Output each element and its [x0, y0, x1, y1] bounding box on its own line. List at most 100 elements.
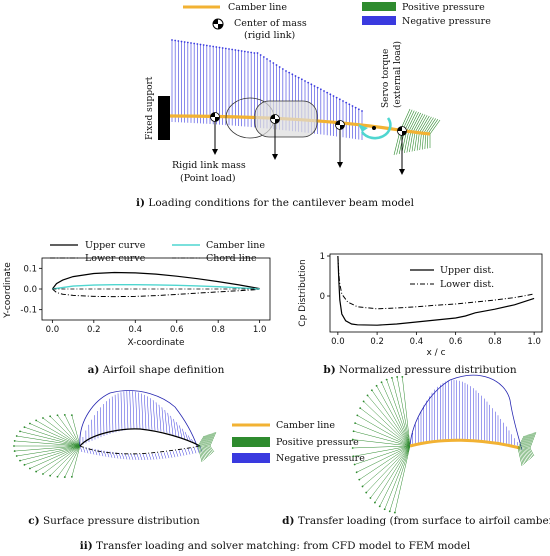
- c-neg-vector: [109, 398, 111, 434]
- c-pos-vector: [57, 445, 81, 477]
- c-pos-right-vector-up: [197, 435, 205, 447]
- d-pos-tip: [353, 463, 356, 466]
- legend-upper-curve-label: Upper curve: [85, 240, 146, 251]
- pos-vector-bottom: [411, 132, 416, 152]
- c-neg-vector-lower: [145, 453, 149, 460]
- c-pos-tip: [23, 426, 26, 429]
- pos-vector-bottom: [416, 132, 420, 151]
- panel-a-ticks: 0.0 0.2 0.4 0.6 0.8 1.0 -0.1 0.0 0.1: [20, 264, 266, 335]
- c-neg-vector: [117, 393, 120, 432]
- x-tick-label: 0.2: [370, 337, 384, 347]
- d-pos-tip: [351, 447, 354, 449]
- c-pos-tip: [63, 476, 66, 478]
- panel-d-positive-fan: [351, 375, 411, 514]
- legend-camber-line-label: Camber line: [206, 240, 265, 251]
- d-pos-vector: [370, 445, 411, 499]
- c-neg-vector-lower: [136, 453, 140, 461]
- pos-vector-top: [425, 118, 436, 134]
- d-pos-tip: [362, 400, 365, 403]
- panel-b-plot-frame: [329, 253, 543, 333]
- d-pos-tip: [359, 407, 362, 410]
- y-tick-label: 1: [320, 252, 325, 262]
- c-neg-vector-lower: [166, 452, 170, 459]
- top-legend: Camber line Positive pressure Center of …: [183, 2, 491, 41]
- neg-vector-tip: [259, 54, 262, 56]
- d-pos-vector: [389, 445, 411, 512]
- neg-vector-tip: [240, 50, 243, 52]
- neg-vector-tip: [237, 49, 240, 52]
- d-pos-right-vector-up: [528, 432, 536, 449]
- neg-vector-tip: [313, 85, 316, 87]
- d-pos-vector: [353, 430, 411, 447]
- x-tick-label: 1.0: [527, 337, 541, 347]
- c-pos-right-vector-up: [198, 435, 206, 447]
- d-pos-vector: [367, 395, 411, 447]
- pos-vector-bottom: [406, 132, 412, 153]
- c-neg-vector: [138, 392, 141, 430]
- c-pos-vector: [24, 445, 81, 466]
- pos-vector-bottom: [393, 130, 401, 156]
- c-pos-tip: [29, 467, 31, 470]
- d-pos-vector: [363, 401, 411, 447]
- legend-lower-curve-label: Lower curve: [85, 253, 146, 264]
- neg-vector-tip: [183, 41, 186, 43]
- d-pos-right-vector: [517, 447, 523, 467]
- panel-c-positive-fan-left: [13, 414, 81, 478]
- d-pos-tip: [355, 471, 358, 474]
- servo-torque-arrowhead: [358, 124, 368, 132]
- caption-d: d) Transfer loading (from surface to air…: [282, 515, 550, 527]
- c-neg-vector-lower: [160, 452, 164, 459]
- series-line: [337, 255, 535, 310]
- d-pos-tip: [396, 376, 399, 378]
- panel-a-airfoil-chart: 0.0 0.2 0.4 0.6 0.8 1.0 -0.1 0.0 0.1 Upper curve…: [3, 240, 271, 348]
- neg-vector-tip: [177, 40, 180, 42]
- pos-vector-top: [416, 115, 428, 133]
- c-neg-vector: [182, 428, 186, 440]
- c-neg-vector-lower: [79, 445, 83, 453]
- c-pos-vector: [36, 420, 81, 447]
- panel-c-negative-vectors: [79, 390, 203, 461]
- c-pos-tip: [15, 455, 18, 457]
- neg-vector-tip: [275, 64, 278, 66]
- pos-vector-bottom: [419, 133, 422, 151]
- c-pos-vector: [71, 445, 81, 477]
- d-pos-right-vector-up: [520, 435, 527, 449]
- panel-b-pressure-chart: 0.0 0.2 0.4 0.6 0.8 1.0 0 1 Upper dist. Lower d…: [298, 252, 543, 358]
- d-pos-vector: [374, 445, 411, 503]
- neg-vector-tip: [221, 47, 224, 49]
- neg-vector-tip: [345, 101, 348, 104]
- d-pos-tip: [380, 381, 383, 384]
- c-neg-vector: [167, 412, 171, 435]
- servo-pivot: [372, 126, 376, 130]
- pos-vector-bottom: [403, 131, 409, 154]
- c-pos-right-vector-up: [209, 431, 217, 447]
- neg-vector-tip: [193, 42, 196, 45]
- d-pos-tip: [369, 497, 372, 499]
- legend-camber-label: Camber line: [228, 2, 287, 13]
- y-tick-label: 0.1: [23, 264, 37, 274]
- y-tick-label: 0: [320, 292, 325, 302]
- c-pos-vector: [29, 423, 81, 447]
- c-pos-vector: [16, 445, 81, 457]
- c-pos-tip: [19, 459, 21, 462]
- legend-center-of-mass-icon: [212, 18, 224, 30]
- d-pos-vector: [359, 445, 411, 480]
- panel-d-camber-line: [409, 438, 521, 450]
- legend-com-label-2: (rigid link): [244, 30, 295, 41]
- c-pos-tip: [42, 417, 44, 419]
- x-tick-label: 0.6: [170, 325, 184, 335]
- d-pos-right-vector: [526, 447, 531, 460]
- c-neg-vector-lower: [118, 452, 122, 459]
- d-pos-tip: [401, 375, 404, 378]
- neg-vector-tip: [316, 86, 319, 89]
- neg-vector-tip: [196, 43, 199, 45]
- c-pos-right-vector-up: [202, 434, 210, 447]
- c-pos-tip: [56, 475, 59, 478]
- pos-vector-top: [406, 111, 417, 132]
- series-line: [52, 288, 260, 298]
- c-pos-right-vector-up: [207, 432, 214, 447]
- c-neg-vector-lower: [139, 453, 143, 461]
- c-neg-vector-lower: [103, 450, 107, 457]
- neg-vector-tip: [256, 52, 259, 54]
- d-pos-tip: [361, 485, 364, 488]
